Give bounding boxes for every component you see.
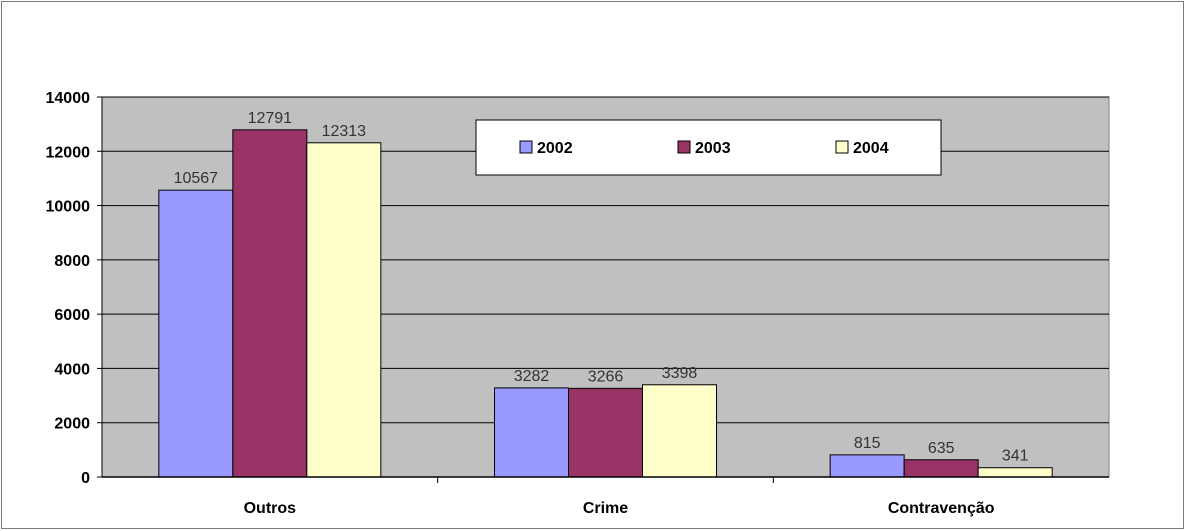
bars xyxy=(158,129,1053,478)
bar-2004-1 xyxy=(642,384,717,478)
data-label-2004-2: 341 xyxy=(1002,448,1029,465)
legend-swatch-2004 xyxy=(835,140,849,154)
legend-swatch-2003 xyxy=(677,140,691,154)
category-label-0: Outros xyxy=(244,500,297,517)
y-tick-label-0: 0 xyxy=(81,470,90,487)
bar-2002-1 xyxy=(494,387,569,478)
bar-2003-2 xyxy=(903,459,979,478)
data-label-2003-2: 635 xyxy=(928,440,955,457)
y-tick-label-12000: 12000 xyxy=(46,144,91,161)
legend-label-2003: 2003 xyxy=(695,140,731,157)
y-tick-label-10000: 10000 xyxy=(46,199,91,216)
legend: 2002 2003 2004 xyxy=(475,119,942,176)
bar-2004-0 xyxy=(306,142,382,478)
bar-2003-0 xyxy=(232,129,308,478)
y-tick-label-2000: 2000 xyxy=(54,416,90,433)
y-tick-label-6000: 6000 xyxy=(54,307,90,324)
category-label-1: Crime xyxy=(583,500,628,517)
legend-label-2002: 2002 xyxy=(537,140,573,157)
y-tick-label-14000: 14000 xyxy=(46,90,91,107)
bar-2002-0 xyxy=(158,189,234,478)
data-labels: 10567 12791 12313 3282 3266 3398 815 635 341 xyxy=(174,110,1029,465)
bar-2003-1 xyxy=(568,387,643,478)
legend-label-2004: 2004 xyxy=(853,140,889,157)
y-tick-label-4000: 4000 xyxy=(54,361,90,378)
y-tick-label-8000: 8000 xyxy=(54,253,90,270)
legend-box xyxy=(475,119,942,176)
category-label-2: Contravenção xyxy=(888,500,995,517)
bar-2002-2 xyxy=(829,454,905,478)
legend-swatch-2002 xyxy=(519,140,533,154)
data-label-2002-1: 3282 xyxy=(514,368,550,385)
data-label-2004-1: 3398 xyxy=(662,365,698,382)
data-label-2002-2: 815 xyxy=(854,435,881,452)
data-label-2002-0: 10567 xyxy=(174,170,219,187)
data-label-2004-0: 12313 xyxy=(322,123,367,140)
data-label-2003-0: 12791 xyxy=(248,110,293,127)
bar-2004-2 xyxy=(977,467,1053,478)
data-label-2003-1: 3266 xyxy=(588,368,624,385)
axes: 0 2000 4000 6000 8000 10000 12000 14000 Outros Cr… xyxy=(46,90,1109,517)
